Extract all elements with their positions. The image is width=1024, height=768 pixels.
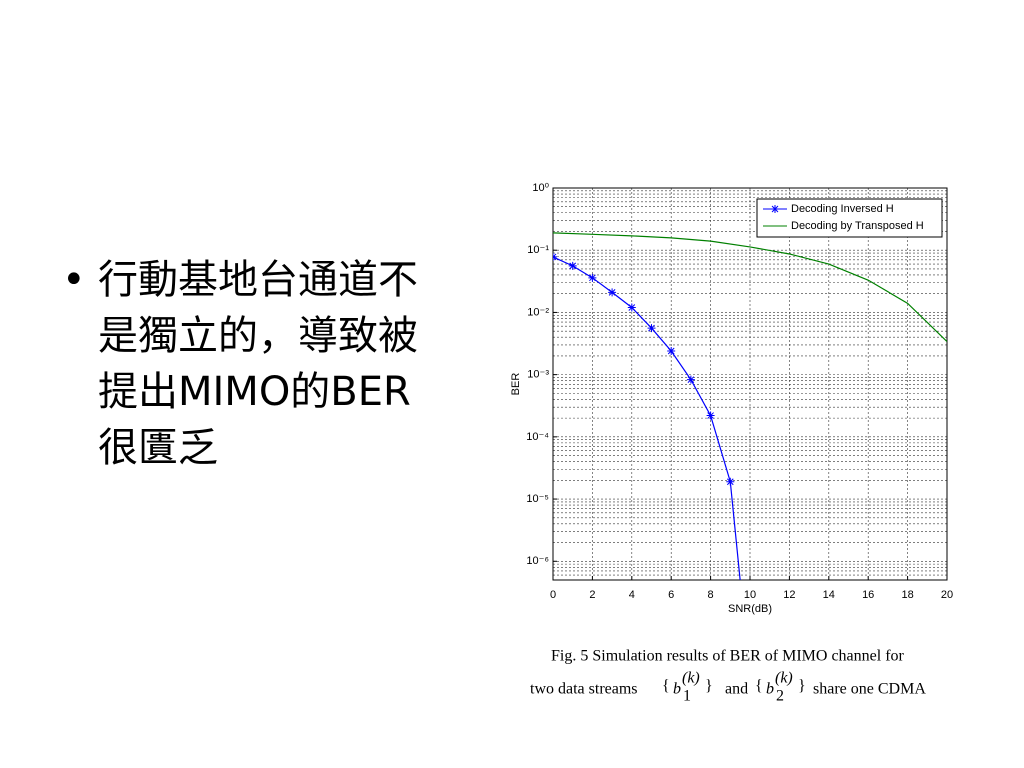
marker: [553, 252, 557, 261]
marker: [667, 346, 676, 355]
line: 行動基地台通道不: [98, 257, 418, 303]
math-sub: 1: [683, 688, 691, 705]
y-tick-label: 10⁻²: [527, 306, 549, 318]
marker: [647, 324, 656, 333]
math-sup: (k): [775, 670, 793, 687]
marker: [686, 375, 695, 384]
marker: [588, 273, 597, 282]
x-tick-label: 2: [589, 589, 595, 601]
caption-text: share one CDMA: [813, 681, 926, 698]
legend-box: [756, 198, 943, 238]
y-tick-label: 10⁻¹: [527, 244, 549, 256]
x-tick-label: 4: [629, 589, 635, 601]
line: 很匱乏: [98, 425, 218, 471]
x-tick-label: 20: [941, 589, 953, 601]
legend-label: Decoding Inversed H: [791, 203, 894, 215]
series-line: [553, 232, 947, 343]
x-axis-label: SNR(dB): [728, 603, 772, 615]
math-base: b: [673, 681, 681, 698]
bullet: • 行動基地台通道不 是獨立的，導致被 提出MIMO的BER 很匱乏: [62, 252, 418, 476]
math-sup: (k): [682, 670, 700, 687]
math-sub: 2: [776, 688, 784, 705]
bullet-text: 行動基地台通道不 是獨立的，導致被 提出MIMO的BER 很匱乏: [98, 252, 418, 476]
x-tick-label: 8: [708, 589, 714, 601]
brace: {: [662, 678, 670, 695]
y-axis-label: BER: [510, 373, 522, 396]
line: 是獨立的，導致被: [98, 313, 418, 359]
legend-label: Decoding by Transposed H: [791, 220, 924, 232]
marker: [627, 303, 636, 312]
y-tick-label: 10⁰: [532, 182, 549, 194]
plot-series: [553, 232, 947, 580]
brace: }: [798, 678, 806, 695]
marker: [706, 411, 715, 420]
caption-line: Fig. 5 Simulation results of BER of MIMO…: [551, 648, 905, 665]
y-tick-label: 10⁻³: [527, 369, 549, 381]
x-tick-label: 14: [823, 589, 835, 601]
bullet-dot: •: [62, 257, 86, 303]
math-base: b: [766, 681, 774, 698]
caption-text: and: [725, 681, 748, 698]
x-tick-label: 12: [783, 589, 795, 601]
marker: [568, 261, 577, 270]
caption-text: two data streams: [530, 681, 638, 698]
x-tick-label: 16: [862, 589, 874, 601]
x-tick-label: 6: [668, 589, 674, 601]
y-tick-label: 10⁻⁵: [526, 493, 549, 505]
brace: {: [755, 678, 763, 695]
marker: [726, 477, 735, 486]
plot-frame: [552, 187, 948, 581]
y-tick-label: 10⁻⁶: [526, 555, 549, 567]
marker: [608, 288, 617, 297]
x-tick-label: 18: [901, 589, 913, 601]
legend-marker: [771, 205, 779, 213]
x-tick-label: 0: [550, 589, 556, 601]
y-tick-label: 10⁻⁴: [526, 431, 549, 443]
line: 提出MIMO的BER: [98, 369, 411, 415]
x-tick-label: 10: [744, 589, 756, 601]
brace: }: [705, 678, 713, 695]
